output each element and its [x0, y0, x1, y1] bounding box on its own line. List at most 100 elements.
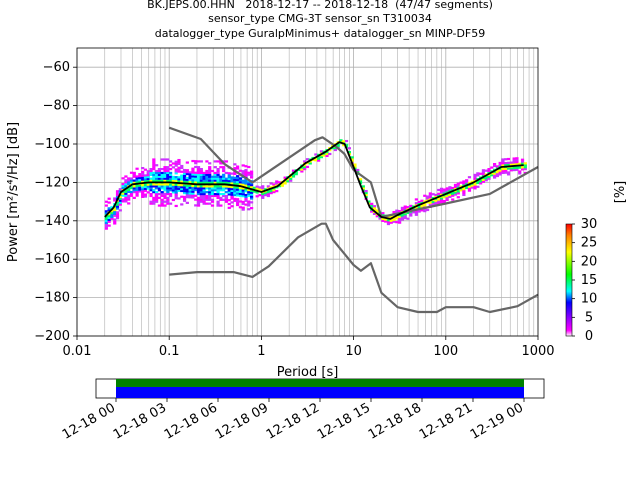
histogram-cell: [174, 204, 178, 208]
histogram-cell: [224, 171, 229, 175]
histogram-cell: [244, 199, 248, 202]
histogram-cell: [303, 160, 307, 163]
histogram-cell: [166, 179, 170, 182]
histogram-cell: [182, 195, 187, 199]
histogram-cell: [425, 199, 430, 202]
histogram-cell: [191, 188, 195, 191]
histogram-cell: [152, 185, 156, 188]
histogram-cell: [132, 171, 136, 175]
timeline-tick-label: 12-18 00: [60, 400, 118, 442]
histogram-cell: [375, 209, 379, 212]
histogram-cell: [252, 190, 256, 193]
histogram-cell: [177, 166, 181, 169]
histogram-cell: [520, 166, 525, 169]
histogram-cell: [518, 162, 522, 165]
histogram-cell: [314, 159, 318, 162]
histogram-cell: [389, 219, 393, 222]
histogram-cell: [113, 208, 117, 212]
histogram-cell: [414, 209, 418, 213]
psd-histogram: [104, 139, 527, 230]
histogram-cell: [216, 191, 220, 194]
histogram-cell: [350, 156, 354, 159]
histogram-cell: [199, 187, 203, 190]
histogram-cell: [205, 185, 209, 188]
histogram-cell: [236, 180, 240, 184]
histogram-cell: [241, 187, 245, 190]
histogram-cell: [342, 144, 346, 147]
histogram-cell: [141, 190, 145, 193]
histogram-cell: [160, 168, 164, 171]
histogram-cell: [233, 188, 237, 191]
histogram-cell: [171, 162, 175, 165]
histogram-cell: [127, 183, 131, 186]
title-line-3: datalogger_type GuralpMinimus+ datalogge…: [154, 27, 486, 40]
histogram-cell: [199, 192, 203, 196]
histogram-cell: [247, 173, 251, 176]
histogram-cell: [113, 206, 117, 210]
histogram-cell: [219, 177, 223, 180]
histogram-cell: [202, 194, 206, 198]
histogram-cell: [462, 191, 466, 195]
histogram-cell: [196, 167, 201, 171]
histogram-cell: [487, 175, 491, 178]
histogram-cell: [252, 186, 256, 189]
histogram-cell: [155, 196, 159, 199]
histogram-cell: [280, 182, 284, 185]
histogram-cell: [152, 191, 156, 194]
histogram-cell: [481, 169, 486, 172]
histogram-cell: [155, 183, 159, 186]
histogram-cell: [155, 179, 159, 182]
y-axis-label: Power [m²/s⁴/Hz] [dB]: [6, 122, 21, 262]
histogram-cell: [224, 185, 229, 188]
histogram-cell: [146, 183, 150, 186]
histogram-cell: [439, 187, 444, 190]
histogram-cell: [152, 168, 156, 171]
colorbar-tick-label: 30: [581, 217, 598, 232]
histogram-cell: [219, 181, 223, 184]
histogram-cell: [319, 154, 324, 157]
histogram-cell: [520, 162, 525, 165]
histogram-cell: [196, 169, 201, 173]
histogram-cell: [241, 189, 245, 192]
histogram-cell: [364, 191, 368, 195]
histogram-cell: [244, 188, 248, 191]
histogram-cell: [291, 175, 296, 178]
histogram-cell: [523, 168, 527, 171]
histogram-cell: [476, 185, 480, 188]
histogram-cell: [233, 197, 237, 201]
histogram-cell: [261, 187, 265, 190]
histogram-cell: [291, 169, 296, 172]
histogram-cell: [205, 171, 209, 175]
histogram-cell: [386, 221, 391, 224]
histogram-cell: [224, 179, 229, 182]
histogram-cell: [481, 173, 486, 176]
histogram-cell: [199, 173, 203, 176]
histogram-cell: [202, 175, 206, 178]
histogram-cell: [479, 180, 483, 183]
histogram-cell: [143, 195, 148, 198]
histogram-cell: [208, 194, 212, 198]
histogram-cell: [439, 191, 444, 194]
histogram-cell: [180, 189, 184, 193]
histogram-cell: [124, 184, 128, 188]
histogram-cell: [113, 218, 117, 221]
histogram-cell: [247, 208, 251, 211]
histogram-cell: [398, 219, 402, 222]
histogram-cell: [166, 191, 170, 194]
histogram-cell: [504, 163, 508, 167]
histogram-cell: [182, 197, 187, 200]
histogram-cell: [132, 187, 136, 190]
histogram-cell: [182, 174, 187, 177]
histogram-cell: [297, 168, 301, 172]
histogram-cell: [143, 187, 148, 190]
histogram-cell: [448, 193, 452, 197]
histogram-cell: [370, 206, 374, 209]
histogram-cell: [230, 180, 234, 183]
histogram-cell: [132, 189, 136, 192]
histogram-cell: [263, 192, 268, 195]
histogram-cell: [185, 176, 189, 180]
histogram-cell: [241, 170, 245, 173]
histogram-cell: [113, 222, 117, 225]
histogram-cell: [448, 195, 452, 198]
histogram-cell: [210, 169, 215, 173]
